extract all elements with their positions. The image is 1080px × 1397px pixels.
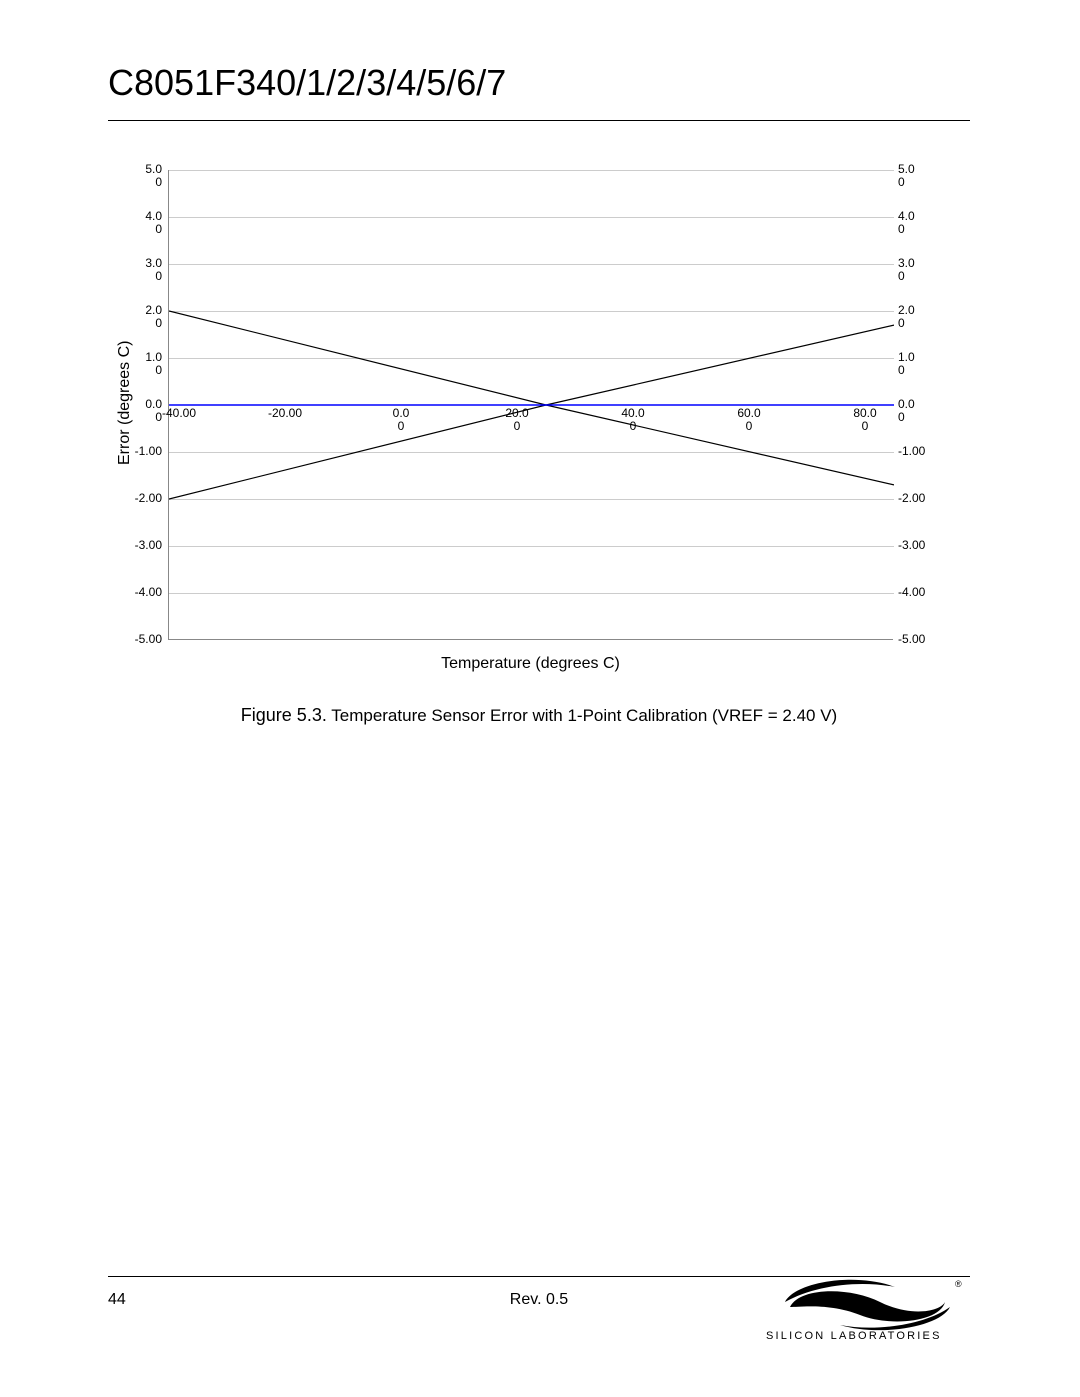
ytick-right-0: 0.00 <box>898 398 938 424</box>
ytick-left-3: 3.00 <box>122 257 162 283</box>
series-lower-bound <box>169 325 894 499</box>
series-upper-bound <box>169 311 894 485</box>
ytick-left-4: 4.00 <box>122 210 162 236</box>
x-axis-label: Temperature (degrees C) <box>168 655 893 673</box>
ytick-right-4: 4.00 <box>898 210 938 236</box>
silicon-labs-logo: ® SILICON LABORATORIES <box>760 1277 970 1342</box>
ytick-left-5: 5.00 <box>122 163 162 189</box>
ytick-right-5: 5.00 <box>898 163 938 189</box>
ytick-left-1: 1.00 <box>122 351 162 377</box>
ytick-left-0: 0.00 <box>122 398 162 424</box>
ytick-left-m1: -1.00 <box>122 445 162 458</box>
ytick-left-m2: -2.00 <box>122 492 162 505</box>
header-rule <box>108 120 970 121</box>
ytick-right-m2: -2.00 <box>898 492 938 505</box>
ytick-right-2: 2.00 <box>898 304 938 330</box>
figure-text: Temperature Sensor Error with 1-Point Ca… <box>331 706 837 725</box>
ytick-right-m4: -4.00 <box>898 586 938 599</box>
chart-lines-svg <box>169 170 894 640</box>
ytick-right-m5: -5.00 <box>898 633 938 646</box>
ytick-left-m4: -4.00 <box>122 586 162 599</box>
logo-text: SILICON LABORATORIES <box>766 1330 942 1342</box>
ytick-left-m5: -5.00 <box>122 633 162 646</box>
ytick-right-1: 1.00 <box>898 351 938 377</box>
plot-area: -40.00 -20.00 0.00 20.00 40.00 60.00 80.… <box>168 170 893 640</box>
ytick-right-m1: -1.00 <box>898 445 938 458</box>
ytick-right-3: 3.00 <box>898 257 938 283</box>
figure-caption: Figure 5.3. Temperature Sensor Error wit… <box>108 705 970 726</box>
page-title: C8051F340/1/2/3/4/5/6/7 <box>108 62 506 104</box>
ytick-left-m3: -3.00 <box>122 539 162 552</box>
ytick-left-2: 2.00 <box>122 304 162 330</box>
svg-text:®: ® <box>955 1279 962 1289</box>
ytick-right-m3: -3.00 <box>898 539 938 552</box>
error-chart: Error (degrees C) 5.00 4.00 3.00 2.00 1.… <box>108 165 970 695</box>
figure-number: Figure 5.3. <box>241 705 327 725</box>
